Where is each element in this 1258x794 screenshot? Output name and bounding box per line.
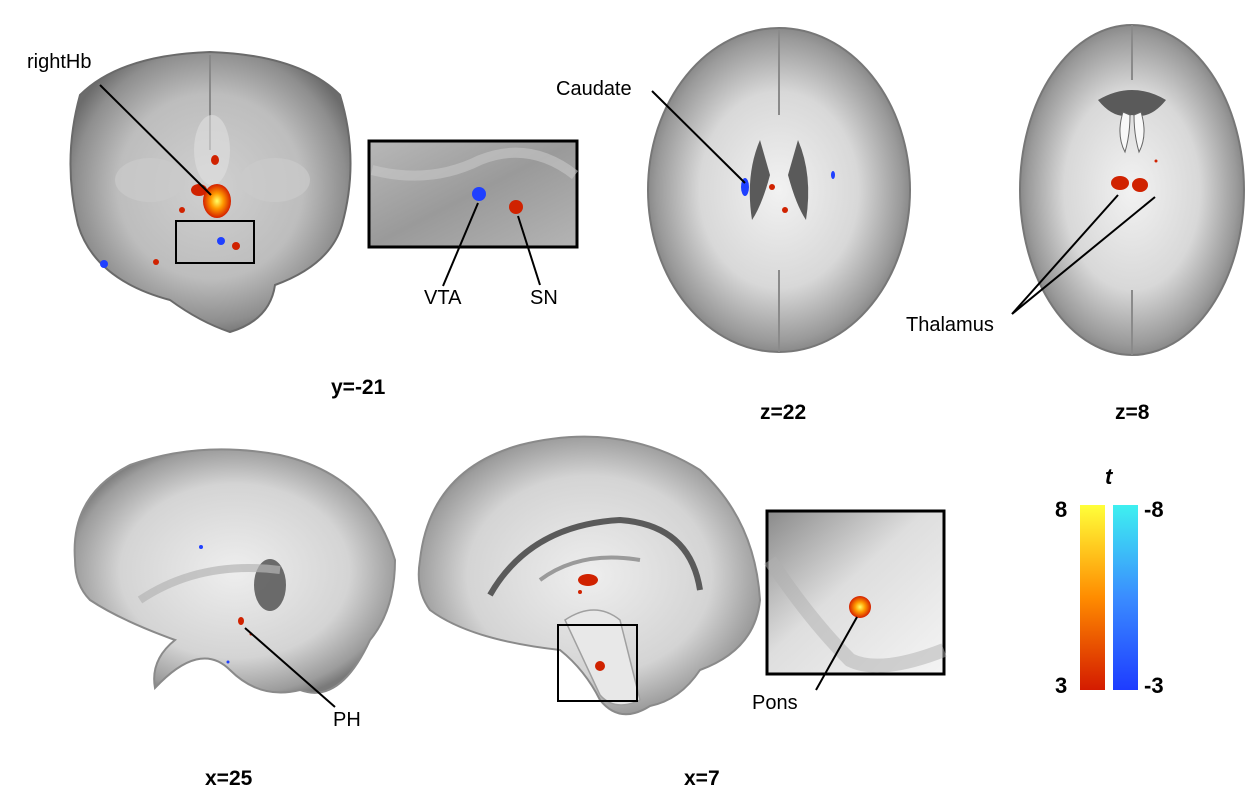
coronal-slice xyxy=(69,50,352,334)
positive-min-label: 3 xyxy=(1055,673,1068,698)
right-thalamus-activation xyxy=(1132,178,1148,192)
axial-slice-z8 xyxy=(1011,24,1245,356)
sagittal-zoom-box xyxy=(557,624,638,702)
colorbar-title: t xyxy=(1105,464,1113,489)
thalamus-pointer-left xyxy=(1011,194,1119,315)
right-hb-activation xyxy=(203,184,231,218)
sn-label: SN xyxy=(530,287,558,309)
right-hb-label: rightHb xyxy=(27,51,92,73)
vta-pointer xyxy=(442,202,479,287)
caudate-activation xyxy=(741,178,749,196)
positive-max-label: 8 xyxy=(1055,497,1068,522)
axial-slice-z22 xyxy=(647,27,911,353)
negative-colorbar xyxy=(1113,505,1138,690)
vta-activation xyxy=(472,187,486,201)
sagittal-x25-coordinate: x=25 xyxy=(205,767,253,790)
midbrain-activation xyxy=(578,574,598,586)
coronal-zoom-box xyxy=(175,220,255,264)
caudate-pointer xyxy=(651,90,746,184)
sn-pointer xyxy=(517,215,541,286)
ph-label: PH xyxy=(333,709,361,731)
pons-label: Pons xyxy=(752,692,798,714)
caudate-label: Caudate xyxy=(556,78,632,100)
sagittal-inset xyxy=(764,509,947,691)
axial-z22-coordinate: z=22 xyxy=(760,401,807,424)
sagittal-slice-x25 xyxy=(73,448,397,708)
thalamus-pointer-right xyxy=(1011,196,1156,315)
coronal-coordinate: y=-21 xyxy=(331,376,386,399)
thalamus-label: Thalamus xyxy=(906,314,994,336)
sagittal-x7-coordinate: x=7 xyxy=(684,767,720,790)
sagittal-slice-x7 xyxy=(417,435,762,716)
vta-label: VTA xyxy=(424,287,462,309)
positive-colorbar xyxy=(1080,505,1105,690)
sn-activation xyxy=(509,200,523,214)
coronal-inset xyxy=(367,139,579,287)
axial-z8-coordinate: z=8 xyxy=(1115,401,1150,424)
ph-pointer xyxy=(244,627,336,708)
negative-min-label: -3 xyxy=(1144,673,1164,698)
left-thalamus-activation xyxy=(1111,176,1129,190)
pons-pointer xyxy=(815,616,858,691)
pons-activation xyxy=(595,661,605,671)
right-hb-pointer xyxy=(99,84,212,196)
ph-activation xyxy=(238,617,244,625)
negative-max-label: -8 xyxy=(1144,497,1164,522)
